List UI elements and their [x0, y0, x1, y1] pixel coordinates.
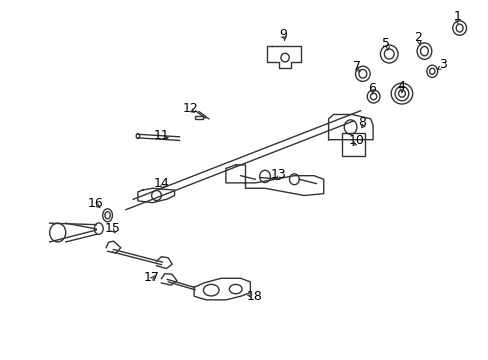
Text: 12: 12 — [183, 102, 198, 114]
Bar — [342, 133, 364, 156]
Text: 18: 18 — [246, 291, 262, 303]
Bar — [194, 116, 203, 119]
Text: 5: 5 — [382, 37, 389, 50]
Text: 2: 2 — [413, 31, 421, 44]
Text: 6: 6 — [367, 82, 375, 95]
Text: 11: 11 — [153, 129, 169, 141]
Text: 17: 17 — [143, 271, 159, 284]
Text: 4: 4 — [396, 80, 404, 93]
Text: 10: 10 — [348, 134, 364, 147]
Text: 3: 3 — [438, 58, 446, 71]
Text: 7: 7 — [352, 60, 360, 73]
Text: 15: 15 — [104, 222, 120, 235]
Text: 8: 8 — [357, 116, 365, 129]
Text: 1: 1 — [452, 10, 460, 23]
Text: 16: 16 — [87, 197, 103, 210]
Text: 14: 14 — [153, 177, 169, 190]
Text: 13: 13 — [270, 168, 286, 181]
Text: 9: 9 — [279, 28, 287, 41]
